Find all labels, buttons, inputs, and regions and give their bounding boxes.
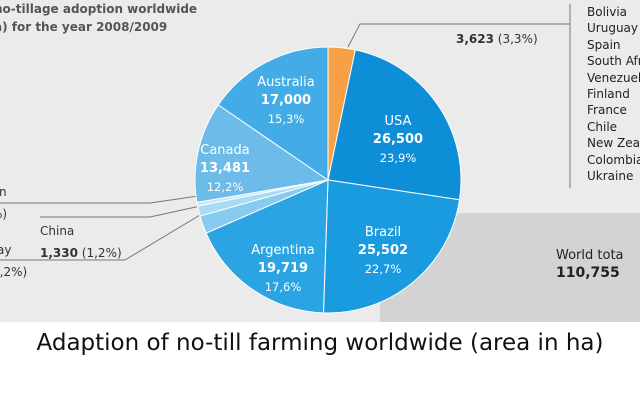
slice-value: 13,481 xyxy=(199,161,251,176)
pie-slice-australia-8 xyxy=(217,46,329,181)
small-label-cut-1-percent: %) xyxy=(0,207,8,221)
leader-line-china xyxy=(40,204,206,218)
others-country: South Afr xyxy=(587,54,640,69)
slice-name: Argentina xyxy=(251,243,315,258)
world-total: World tota 110,755 xyxy=(556,248,624,281)
chart-panel: no-tillage adoption worldwide a) for the… xyxy=(0,0,640,322)
slice-name: USA xyxy=(384,114,412,129)
others-country: Colombia xyxy=(587,152,640,167)
others-country: Chile xyxy=(587,119,618,134)
others-percent: (3,3%) xyxy=(497,32,538,46)
chart-title-line-1: no-tillage adoption worldwide xyxy=(0,2,198,16)
small-label-cut-2-percent: 2,2%) xyxy=(0,265,28,279)
others-country: Finland xyxy=(587,87,630,102)
leader-line-cut-1 xyxy=(0,194,206,204)
slice-name: Brazil xyxy=(364,225,402,240)
small-label-china: 1,330 (1,2%) xyxy=(40,246,122,260)
china-value: 1,330 xyxy=(40,246,78,260)
others-country: Venezuel xyxy=(587,70,640,85)
others-country: New Zeal xyxy=(587,136,640,151)
slice-label-australia: Australia 17,000 15,3% xyxy=(246,74,326,128)
pie-slice-usa-1 xyxy=(327,49,462,201)
pie-slice-argentina-3 xyxy=(205,179,329,314)
slice-label-brazil: Brazil 25,502 22,7% xyxy=(350,224,416,278)
slice-value: 26,500 xyxy=(372,132,424,147)
china-percent: (1,2%) xyxy=(81,246,122,260)
others-leader-line xyxy=(347,23,570,48)
chart-title-line-2: a) for the year 2008/2009 xyxy=(0,20,168,34)
small-label-cut-2: ay xyxy=(0,243,12,257)
leader-line-cut-2 xyxy=(0,211,206,261)
slice-value: 19,719 xyxy=(257,261,309,276)
slice-name: Canada xyxy=(200,143,250,158)
slice-label-argentina: Argentina 19,719 17,6% xyxy=(243,242,323,296)
world-total-value: 110,755 xyxy=(556,265,620,281)
slice-name: Australia xyxy=(257,75,315,90)
others-value: 3,623 xyxy=(456,32,494,46)
others-country: Ukraine xyxy=(587,169,634,184)
pie-slice-canada-7 xyxy=(194,104,330,203)
slice-percent: 23,9% xyxy=(379,151,417,165)
small-label-cut-1: n xyxy=(0,185,7,199)
caption: Adaption of no-till farming worldwide (a… xyxy=(36,330,604,356)
others-country: Spain xyxy=(587,37,621,52)
slice-label-canada: Canada 13,481 12,2% xyxy=(188,142,262,196)
pie-slice-brazil-2 xyxy=(322,179,461,314)
world-total-label: World tota xyxy=(556,248,624,263)
slice-percent: 22,7% xyxy=(364,262,402,276)
others-country-list: Bolivia Uruguay Spain South Afr Venezuel… xyxy=(587,4,640,184)
slice-percent: 15,3% xyxy=(267,112,305,126)
slice-value: 25,502 xyxy=(357,243,409,258)
others-country: Bolivia xyxy=(587,5,628,19)
others-slice-label: 3,623 (3,3%) xyxy=(456,32,538,46)
others-country: France xyxy=(587,103,627,118)
small-label-china-name: China xyxy=(40,224,75,238)
pie-chart xyxy=(0,4,640,322)
others-country: Uruguay xyxy=(587,21,638,36)
slice-percent: 12,2% xyxy=(206,180,244,194)
slice-value: 17,000 xyxy=(260,93,312,108)
slice-percent: 17,6% xyxy=(264,280,302,294)
slice-label-usa: USA 26,500 23,9% xyxy=(365,113,431,167)
